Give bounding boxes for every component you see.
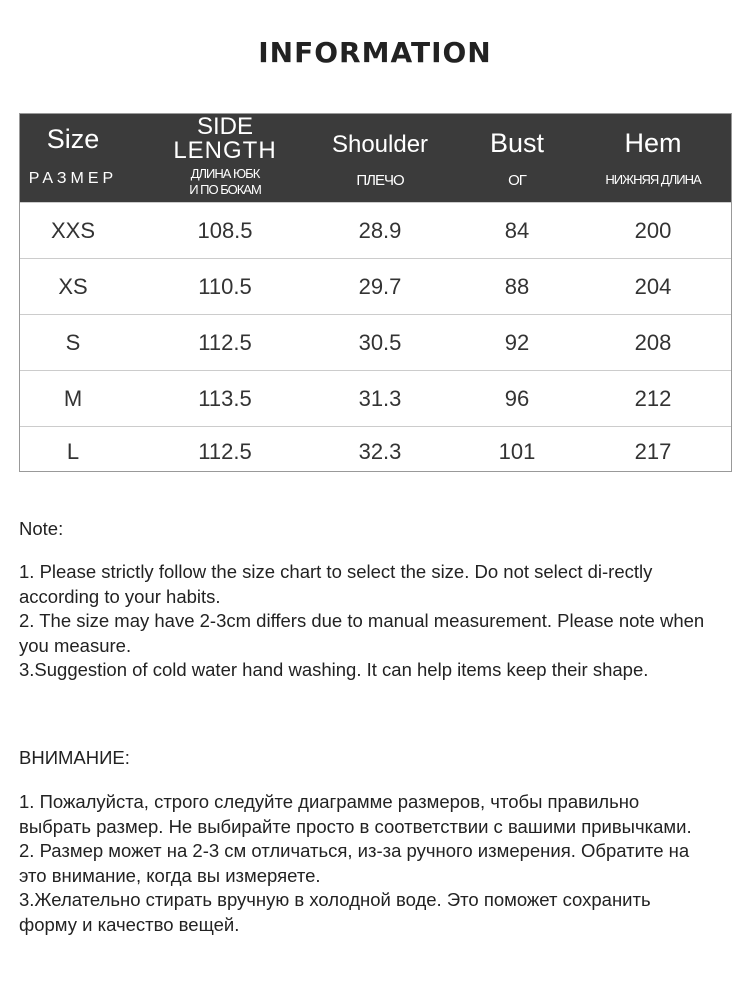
table-row: M 113.5 31.3 96 212	[20, 370, 731, 427]
header-hem: Hem	[624, 128, 682, 158]
cell-size: XS	[58, 274, 88, 299]
cell-size: S	[65, 330, 81, 355]
table-row: S 112.5 30.5 92 208	[20, 314, 731, 371]
cell-shoulder: 29.7	[358, 274, 402, 299]
header-size-ru: РАЗМЕР	[28, 170, 118, 187]
header-side-length-ru: ДЛИНА ЮБК И ПО БОКАМ	[189, 166, 262, 198]
cell-hem: 217	[634, 439, 672, 464]
header-bust: Bust	[489, 128, 545, 158]
cell-size: M	[63, 386, 83, 411]
note-en-list: 1. Please strictly follow the size chart…	[19, 560, 719, 683]
cell-side-length: 112.5	[198, 439, 252, 464]
cell-shoulder: 31.3	[358, 386, 402, 411]
cell-hem: 208	[634, 330, 672, 355]
cell-shoulder: 32.3	[358, 439, 402, 464]
note-en-item: 2. The size may have 2-3cm differs due t…	[19, 610, 705, 656]
cell-size: XXS	[50, 218, 96, 243]
header-shoulder-ru: ПЛЕЧО	[356, 172, 404, 189]
cell-hem: 212	[634, 386, 672, 411]
table-header: Size РАЗМЕР SIDE LENGTH ДЛИНА ЮБК И ПО Б…	[20, 114, 731, 202]
cell-size: L	[66, 439, 80, 464]
note-en-item: 1. Please strictly follow the size chart…	[19, 561, 653, 607]
header-side-length: SIDE LENGTH	[173, 115, 276, 163]
table-row: XS 110.5 29.7 88 204	[20, 258, 731, 315]
header-side-length-ru-line1: ДЛИНА ЮБК	[190, 166, 261, 181]
note-ru-item: 1. Пожалуйста, строго следуйте диаграмме…	[19, 791, 692, 837]
cell-side-length: 113.5	[198, 386, 252, 411]
header-shoulder: Shoulder	[331, 131, 429, 158]
cell-bust: 88	[504, 274, 530, 299]
cell-hem: 204	[634, 274, 672, 299]
header-side-length-line1: SIDE	[196, 113, 254, 140]
header-size: Size	[46, 124, 100, 154]
header-hem-ru: НИЖНЯЯ ДЛИНА	[605, 172, 701, 187]
size-table: Size РАЗМЕР SIDE LENGTH ДЛИНА ЮБК И ПО Б…	[19, 113, 732, 472]
header-side-length-line2: LENGTH	[173, 137, 277, 164]
cell-hem: 200	[634, 218, 672, 243]
header-side-length-ru-line2: И ПО БОКАМ	[189, 182, 262, 197]
page-title: INFORMATION	[258, 36, 492, 69]
header-bust-ru: ОГ	[508, 172, 527, 189]
note-en-item: 3.Suggestion of cold water hand washing.…	[19, 659, 649, 680]
cell-bust: 101	[498, 439, 536, 464]
table-row: L 112.5 32.3 101 217	[20, 426, 731, 473]
note-ru-list: 1. Пожалуйста, строго следуйте диаграмме…	[19, 790, 709, 937]
note-ru-item: 2. Размер может на 2-3 см отличаться, из…	[19, 840, 690, 886]
cell-side-length: 112.5	[198, 330, 252, 355]
cell-bust: 84	[504, 218, 530, 243]
note-ru-item: 3.Желательно стирать вручную в холодной …	[19, 889, 651, 935]
note-en-heading: Note:	[19, 518, 64, 539]
cell-bust: 92	[504, 330, 530, 355]
cell-side-length: 110.5	[198, 274, 252, 299]
cell-shoulder: 30.5	[358, 330, 402, 355]
cell-bust: 96	[504, 386, 530, 411]
cell-shoulder: 28.9	[358, 218, 402, 243]
table-row: XXS 108.5 28.9 84 200	[20, 202, 731, 259]
cell-side-length: 108.5	[197, 218, 253, 243]
note-ru-heading: ВНИМАНИЕ:	[19, 747, 130, 768]
